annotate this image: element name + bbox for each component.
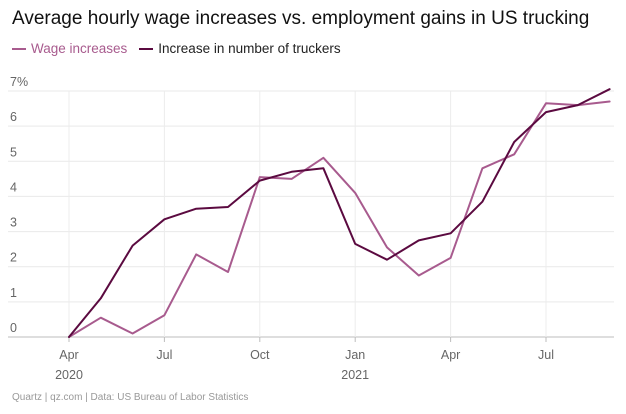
wage-point <box>418 275 420 277</box>
x-tick-label: Jan <box>345 348 365 362</box>
trucker-point <box>227 206 229 208</box>
trucker-point <box>195 208 197 210</box>
wage-point <box>259 176 261 178</box>
series <box>68 88 611 338</box>
trucker-point <box>100 297 102 299</box>
trucker-point <box>609 88 611 90</box>
grid <box>8 90 614 338</box>
chart-title: Average hourly wage increases vs. employ… <box>12 8 590 29</box>
y-tick-label: 6 <box>10 110 17 124</box>
wage-point <box>132 332 134 334</box>
wage-point <box>386 246 388 248</box>
wage-point <box>450 257 452 259</box>
wage-point <box>322 157 324 159</box>
legend-item-wage: Wage increases <box>12 41 127 56</box>
trucker-point <box>259 180 261 182</box>
legend: Wage increases Increase in number of tru… <box>12 41 353 56</box>
trucker-point <box>481 201 483 203</box>
x-tick-label: Apr <box>441 348 460 362</box>
x-tick-label: Jul <box>538 348 554 362</box>
y-tick-label: 2 <box>10 251 17 265</box>
legend-swatch-wage <box>12 47 26 50</box>
y-tick-label: 7% <box>10 75 28 89</box>
trucker-point <box>418 239 420 241</box>
trucker-point <box>163 218 165 220</box>
wage-point <box>163 314 165 316</box>
trucker-point <box>386 259 388 261</box>
trucker-point <box>354 243 356 245</box>
wage-increases-line <box>68 100 611 338</box>
trucker-point <box>132 245 134 247</box>
y-tick-label: 1 <box>10 286 17 300</box>
trucker-increase-line <box>68 88 611 338</box>
wage-point <box>291 178 293 180</box>
wage-point <box>227 271 229 273</box>
wage-point <box>100 317 102 319</box>
legend-label-truckers: Increase in number of truckers <box>158 41 341 56</box>
x-year-label: 2020 <box>55 368 83 382</box>
wage-point <box>545 102 547 104</box>
y-tick-label: 4 <box>10 180 17 194</box>
y-tick-label: 3 <box>10 216 17 230</box>
x-year-label: 2021 <box>341 368 369 382</box>
trucker-point <box>450 232 452 234</box>
wage-point <box>481 167 483 169</box>
wage-point <box>195 253 197 255</box>
x-axis: Apr 2020 Jul Oct Jan 2021 Apr Jul <box>55 337 554 382</box>
legend-item-truckers: Increase in number of truckers <box>139 41 341 56</box>
trucker-point <box>513 141 515 143</box>
trucker-point <box>322 167 324 169</box>
y-tick-label: 0 <box>10 321 17 335</box>
trucker-point <box>577 104 579 106</box>
x-tick-label: Oct <box>250 348 270 362</box>
legend-swatch-truckers <box>139 47 154 50</box>
y-tick-label: 5 <box>10 145 17 159</box>
trucker-point <box>545 111 547 113</box>
x-tick-label: Apr <box>59 348 78 362</box>
wage-point <box>609 101 611 103</box>
trucker-point <box>291 171 293 173</box>
source-footer: Quartz | qz.com | Data: US Bureau of Lab… <box>12 392 249 403</box>
wage-point <box>513 153 515 155</box>
wage-point <box>354 192 356 194</box>
x-tick-label: Jul <box>156 348 172 362</box>
trucker-point <box>68 336 70 338</box>
y-axis: 0 1 2 3 4 5 6 7% <box>10 75 28 335</box>
legend-label-wage: Wage increases <box>31 41 128 56</box>
